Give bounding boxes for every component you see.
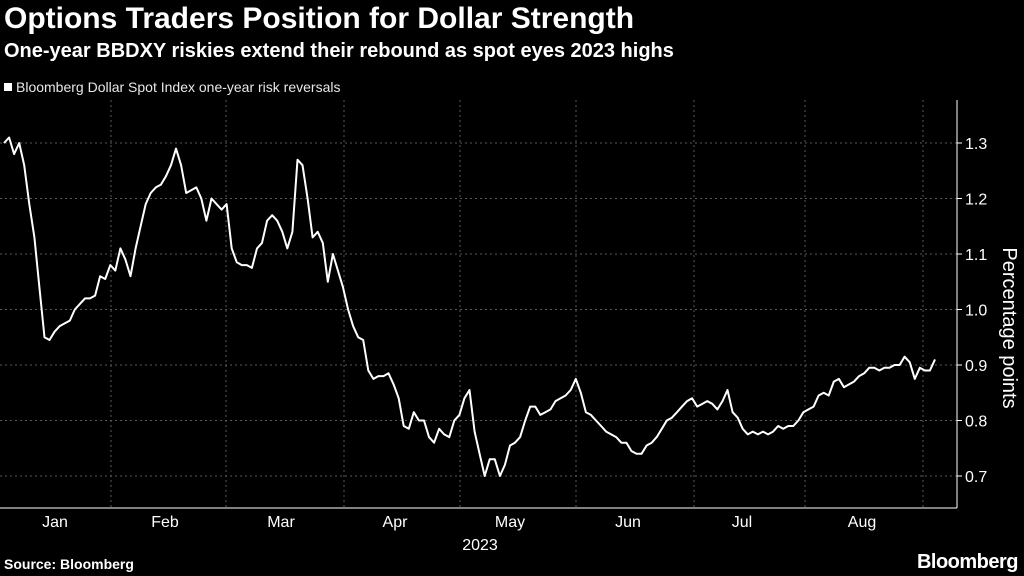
y-tick-label: 0.7: [965, 469, 987, 486]
gridlines: [0, 100, 957, 508]
bloomberg-logo: Bloomberg: [916, 551, 1019, 573]
x-tick-label: Feb: [151, 514, 179, 531]
y-axis-ticks: 0.7 0.8 0.9 1.0 1.1 1.2 1.3: [957, 136, 987, 486]
legend: Bloomberg Dollar Spot Index one-year ris…: [4, 79, 340, 95]
y-tick-label: 0.9: [965, 358, 987, 375]
x-tick-label: Jan: [42, 514, 68, 531]
chart-subtitle: One-year BBDXY riskies extend their rebo…: [4, 40, 674, 62]
y-tick-label: 1.0: [965, 303, 987, 320]
chart-title: Options Traders Position for Dollar Stre…: [4, 2, 635, 35]
axes: [0, 100, 958, 509]
x-tick-label: Mar: [267, 514, 295, 531]
y-tick-label: 1.3: [965, 136, 987, 153]
y-axis-title: Percentage points: [998, 247, 1020, 408]
y-tick-label: 0.8: [965, 414, 987, 431]
series-line: [3, 136, 936, 477]
x-tick-label: May: [495, 514, 525, 531]
y-tick-label: 1.1: [965, 247, 987, 264]
legend-label: Bloomberg Dollar Spot Index one-year ris…: [16, 79, 341, 95]
x-axis-ticks: Jan Feb Mar Apr May Jun Jul Aug: [42, 514, 876, 531]
legend-swatch: [4, 83, 12, 91]
y-tick-label: 1.2: [965, 192, 987, 209]
x-tick-label: Apr: [383, 514, 409, 531]
x-tick-label: Aug: [848, 514, 876, 531]
x-tick-label: Jun: [615, 514, 641, 531]
source-note: Source: Bloomberg: [4, 556, 134, 572]
x-axis-year-label: 2023: [462, 537, 498, 554]
x-tick-label: Jul: [732, 514, 752, 531]
